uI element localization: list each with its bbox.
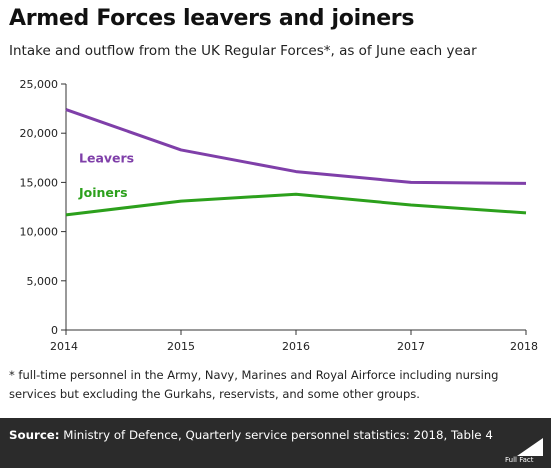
- leavers-label: Leavers: [79, 151, 134, 166]
- chart-axes: 0 5,000 10,000 15,000 20,000 25,000 2014 2015 20…: [20, 78, 539, 353]
- x-tick-label: 2017: [397, 340, 425, 353]
- source-bar: Source: Ministry of Defence, Quarterly s…: [0, 418, 551, 468]
- logo-text: Full Fact: [505, 456, 534, 464]
- y-tick-label: 15,000: [20, 176, 59, 189]
- chart-title: Armed Forces leavers and joiners: [9, 6, 415, 31]
- source-detail: Ministry of Defence, Quarterly service p…: [59, 428, 493, 442]
- chart-lines: [65, 108, 527, 217]
- x-tick-label: 2015: [167, 340, 195, 353]
- footnote: * full-time personnel in the Army, Navy,…: [9, 368, 499, 401]
- chart-subtitle: Intake and outflow from the UK Regular F…: [9, 43, 477, 59]
- line-chart: 0 5,000 10,000 15,000 20,000 25,000 2014 2015 20…: [20, 78, 539, 353]
- y-tick-label: 20,000: [20, 127, 59, 140]
- x-tick-label: 2014: [50, 340, 78, 353]
- x-tick-label: 2018: [510, 340, 538, 353]
- x-tick-label: 2016: [282, 340, 310, 353]
- chart-series-labels: Leavers Joiners: [78, 151, 134, 200]
- y-tick-label: 25,000: [20, 78, 59, 91]
- y-tick-label: 10,000: [20, 226, 59, 239]
- leavers-line: [65, 108, 527, 185]
- source-prefix: Source:: [9, 428, 60, 442]
- source-text: Source: Ministry of Defence, Quarterly s…: [9, 428, 493, 442]
- joiners-line: [65, 192, 527, 217]
- y-tick-label: 5,000: [27, 275, 59, 288]
- joiners-label: Joiners: [78, 185, 128, 200]
- full-fact-logo: Full Fact: [503, 438, 543, 466]
- full-fact-logo-icon: [517, 438, 543, 456]
- y-tick-label: 0: [51, 324, 58, 337]
